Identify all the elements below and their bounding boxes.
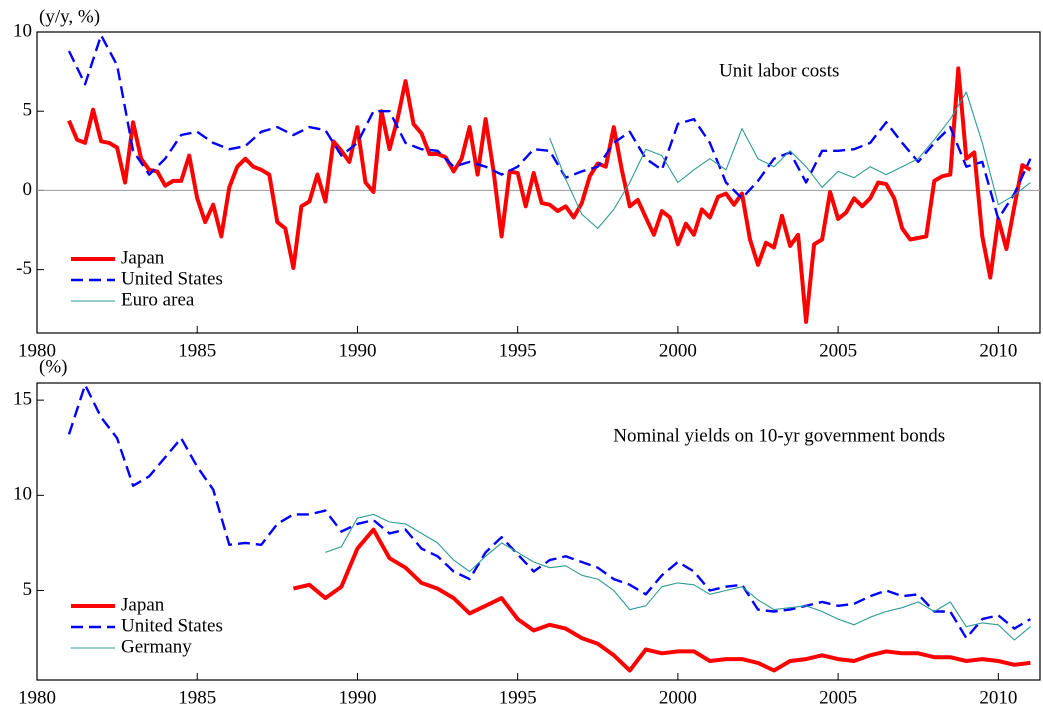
plot-frame bbox=[36, 31, 1041, 334]
y-tick-label: 15 bbox=[13, 388, 32, 409]
x-tick-label: 2005 bbox=[819, 687, 857, 708]
x-tick-label: 1985 bbox=[178, 340, 216, 361]
legend-label: Germany bbox=[121, 636, 192, 657]
x-tick-label: 2010 bbox=[979, 340, 1017, 361]
legend-label: United States bbox=[121, 615, 223, 636]
legend-label: Japan bbox=[121, 247, 165, 268]
y-tick-label: 10 bbox=[13, 484, 32, 505]
y-unit-label: (%) bbox=[39, 356, 67, 377]
y-tick-label: 5 bbox=[23, 579, 33, 600]
x-tick-label: 1980 bbox=[18, 687, 56, 708]
x-tick-label: 1995 bbox=[499, 687, 537, 708]
series-line bbox=[292, 527, 1031, 673]
legend-label: United States bbox=[121, 268, 223, 289]
x-tick-label: 1990 bbox=[338, 687, 376, 708]
x-tick-label: 1990 bbox=[338, 340, 376, 361]
x-tick-label: 2000 bbox=[659, 340, 697, 361]
x-tick-label: 1980 bbox=[18, 340, 56, 361]
y-tick-label: 0 bbox=[23, 179, 33, 200]
x-tick-label: 2010 bbox=[979, 687, 1017, 708]
x-tick-label: 2000 bbox=[659, 687, 697, 708]
y-tick-label: -5 bbox=[16, 258, 32, 279]
series-line bbox=[67, 383, 1032, 640]
series-line bbox=[67, 34, 1032, 221]
series-line bbox=[325, 513, 1031, 641]
plot-frame bbox=[36, 382, 1041, 681]
chart-title: Nominal yields on 10-yr government bonds bbox=[613, 425, 945, 446]
y-tick-label: 10 bbox=[13, 20, 32, 41]
series-line bbox=[67, 66, 1032, 324]
legend-label: Japan bbox=[121, 594, 165, 615]
x-tick-label: 2005 bbox=[819, 340, 857, 361]
y-unit-label: (y/y, %) bbox=[39, 6, 100, 27]
x-tick-label: 1995 bbox=[499, 340, 537, 361]
legend-label: Euro area bbox=[121, 289, 195, 310]
x-tick-label: 1985 bbox=[178, 687, 216, 708]
y-tick-label: 5 bbox=[23, 100, 33, 121]
chart-title: Unit labor costs bbox=[719, 60, 839, 81]
series-line bbox=[549, 91, 1031, 229]
